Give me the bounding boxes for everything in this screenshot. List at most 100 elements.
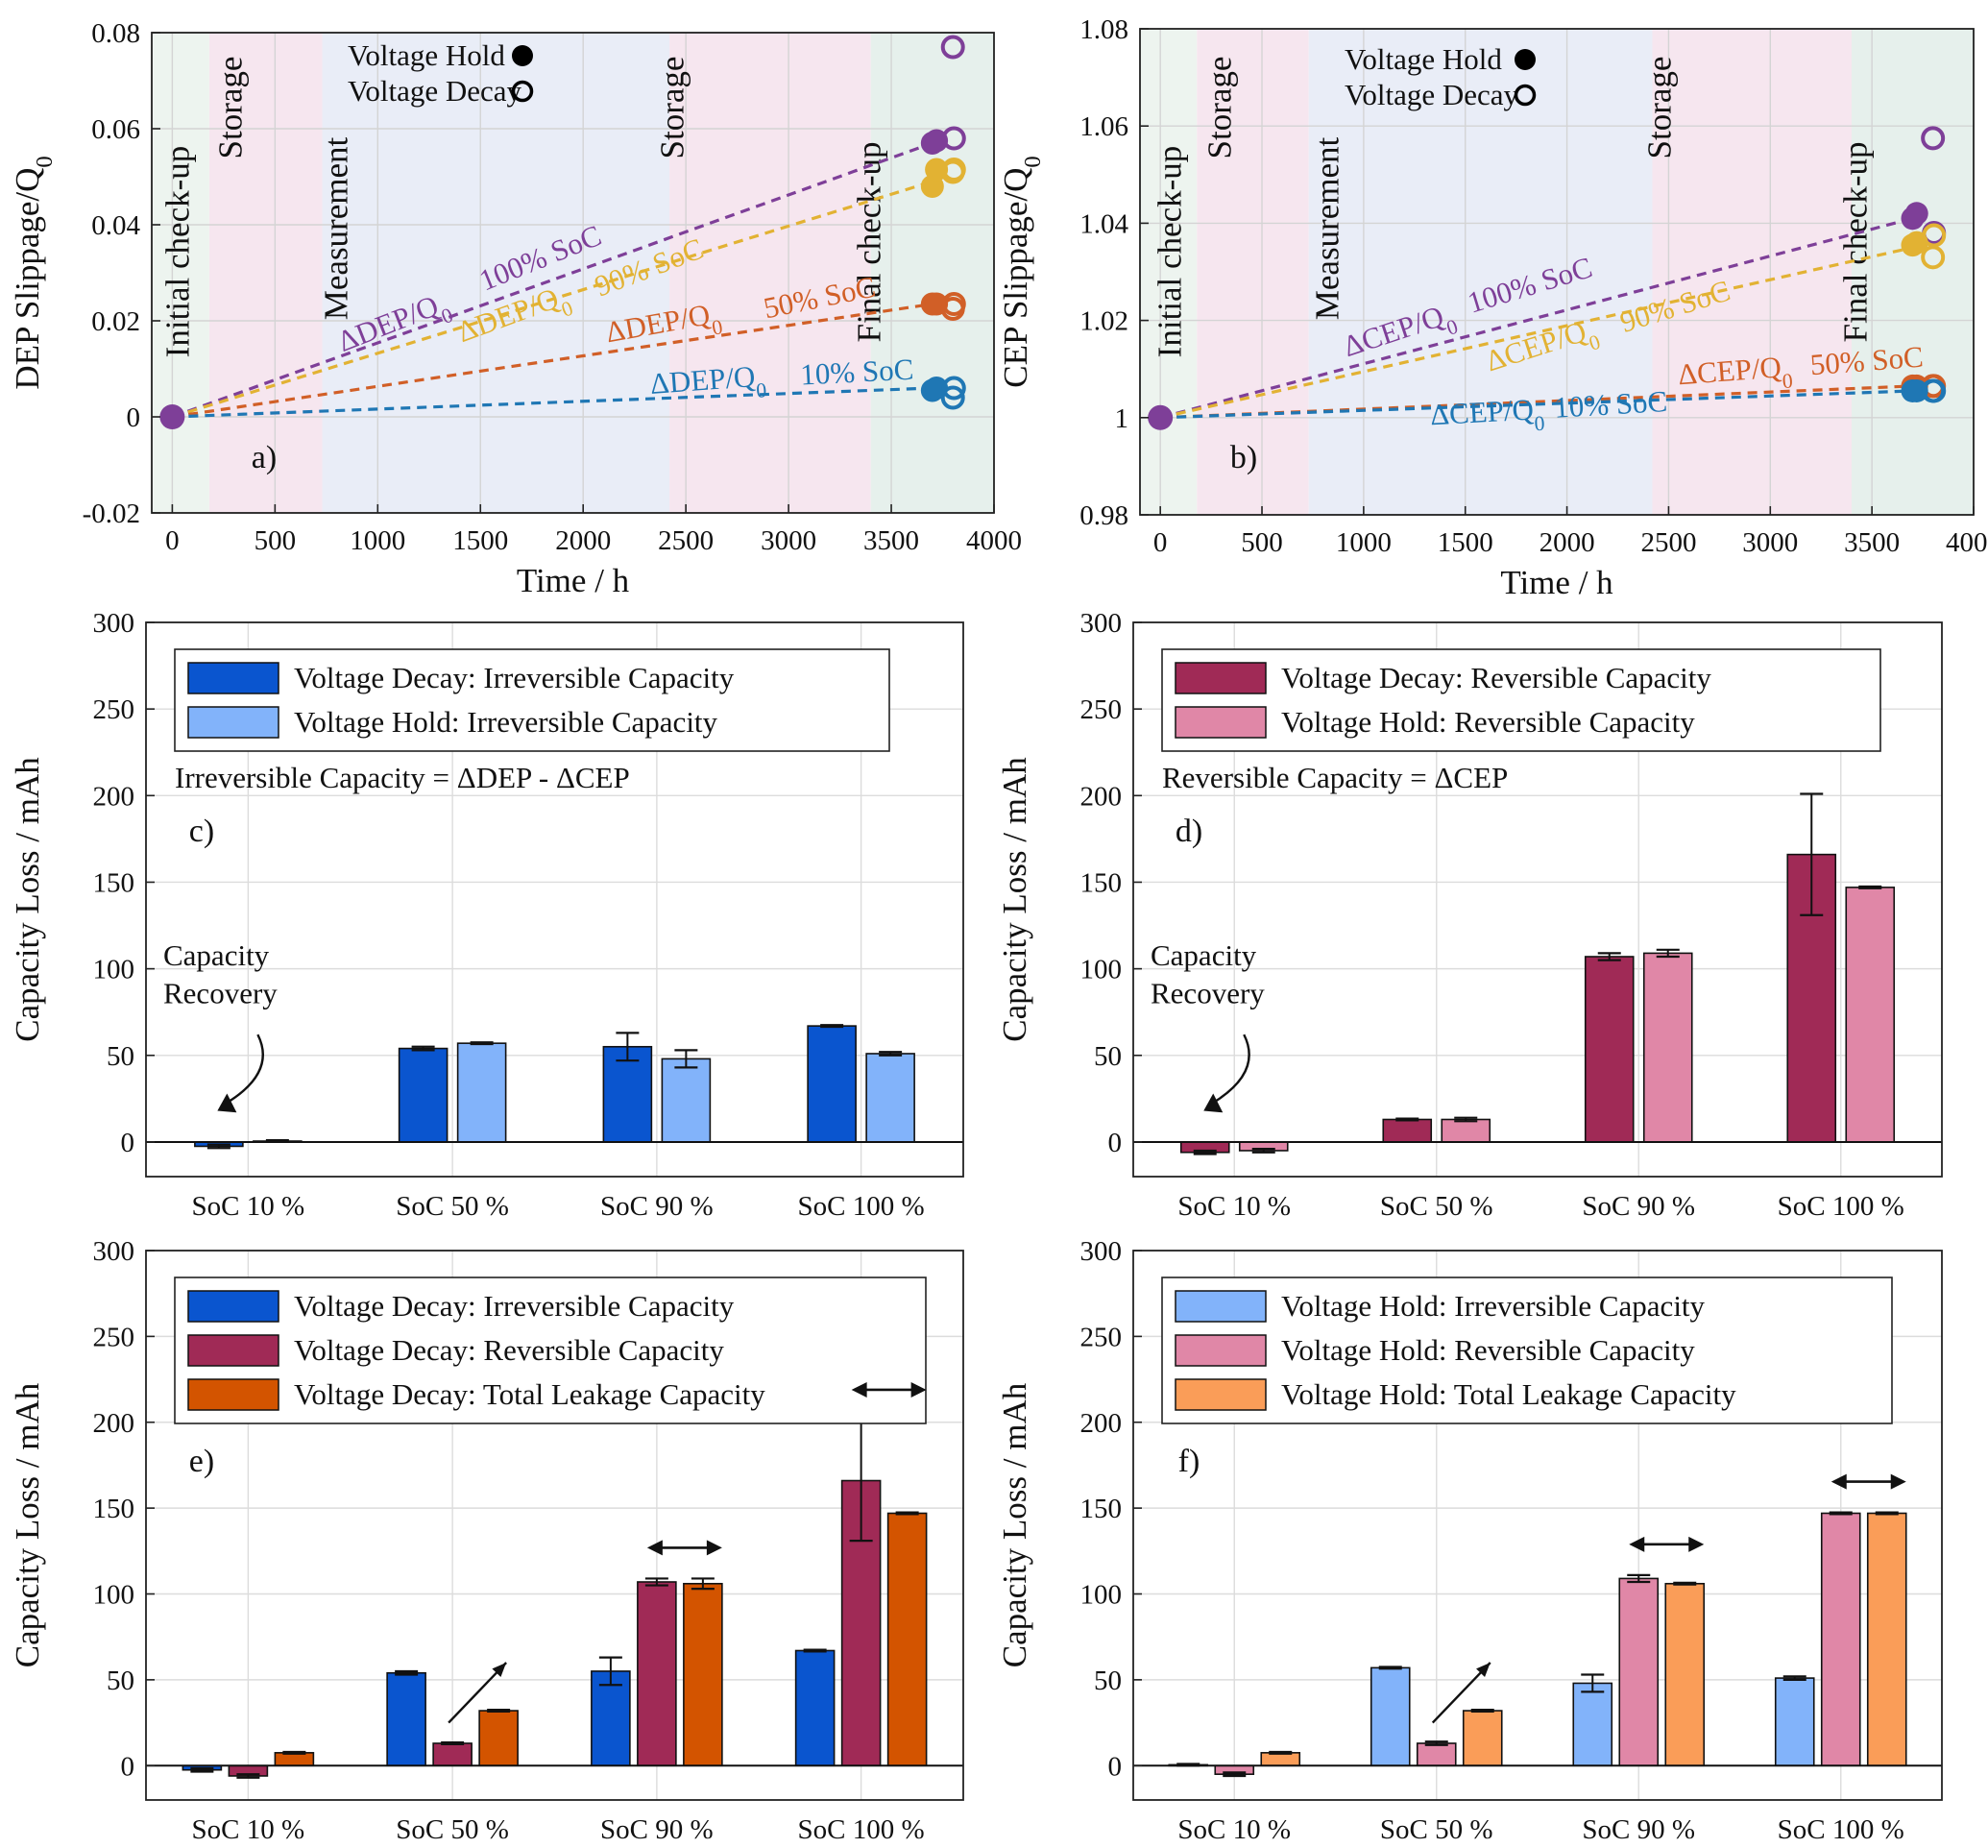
x-tick-label: 2000: [555, 525, 611, 556]
recovery-arrowhead: [1203, 1093, 1224, 1113]
y-tick-label: 200: [1080, 781, 1123, 812]
recovery-label: Recovery: [1151, 977, 1265, 1010]
y-tick-label: 50: [107, 1041, 134, 1072]
y-tick-label: 0: [1108, 1751, 1123, 1782]
x-tick-label: 2500: [658, 525, 714, 556]
y-tick-label: 0: [1108, 1128, 1123, 1158]
legend-label: Voltage Decay: Total Leakage Capacity: [294, 1377, 765, 1411]
category-label: SoC 100 %: [1778, 1814, 1904, 1845]
phase-label: Storage: [1201, 57, 1239, 159]
bar: [386, 1671, 426, 1767]
category-label: SoC 90 %: [600, 1191, 714, 1222]
phase-band: [208, 33, 323, 513]
bar: [1370, 1666, 1411, 1767]
y-tick-label: 150: [1080, 867, 1123, 898]
y-axis-label-sub: 0: [32, 156, 58, 167]
x-tick-label: 2000: [1539, 527, 1595, 558]
decay-marker: [940, 35, 965, 60]
bar: [1866, 1512, 1907, 1767]
trend-line: [172, 302, 933, 419]
panel-a: Initial check-up Storage Measurement Storag…: [9, 18, 1022, 599]
series-delta-label-sub: 0: [710, 315, 724, 340]
legend-marker-filled: [512, 45, 533, 66]
phase-band: [152, 33, 209, 513]
series-delta-label: ΔCEP/Q0: [1429, 392, 1545, 442]
bar: [274, 1752, 315, 1767]
axes-frame: [1132, 1250, 1943, 1801]
phase-band: [1308, 29, 1653, 515]
phase-band: [1652, 29, 1852, 515]
series-delta-label: ΔCEP/Q0: [1677, 349, 1794, 401]
double-arrowhead: [851, 1381, 867, 1398]
formula-annotation: Reversible Capacity = ΔCEP: [1162, 761, 1508, 794]
x-tick-label: 3000: [761, 525, 816, 556]
decay-marker: [941, 292, 966, 316]
y-tick-label: 100: [93, 955, 135, 985]
y-axis-label: Capacity Loss / mAh: [9, 757, 46, 1042]
decay-marker: [941, 376, 966, 401]
bar: [1774, 1677, 1815, 1767]
bar: [1618, 1577, 1660, 1767]
legend-box: [174, 1277, 927, 1424]
legend-swatch: [187, 1378, 279, 1411]
y-tick-label: 100: [93, 1580, 135, 1611]
y-tick-label: 1.06: [1079, 111, 1128, 142]
y-tick-label: 0.04: [91, 210, 140, 241]
category-label: SoC 10 %: [1177, 1814, 1291, 1845]
phase-label: Final check-up: [851, 142, 888, 343]
y-axis-label-main: DEP Slippage/Q: [9, 168, 46, 390]
bar: [1572, 1682, 1613, 1767]
y-axis-label-sub: 0: [1020, 156, 1046, 167]
series-delta-label-main: ΔCEP/Q: [1429, 392, 1535, 431]
y-tick-label: 50: [107, 1666, 134, 1696]
category-label: SoC 10 %: [192, 1191, 305, 1222]
y-axis-label: Capacity Loss / mAh: [996, 757, 1033, 1042]
y-tick-label: 250: [93, 1322, 135, 1352]
phase-band: [322, 33, 670, 513]
series-delta-label-sub: 0: [1782, 369, 1794, 393]
legend-label: Voltage Hold: Irreversible Capacity: [294, 705, 718, 739]
bar: [1416, 1742, 1457, 1767]
trend-arrowhead: [1476, 1663, 1491, 1677]
bar: [1642, 952, 1693, 1143]
double-arrowhead: [706, 1540, 722, 1556]
y-tick-label: -0.02: [83, 498, 140, 529]
legend-marker-filled: [1515, 49, 1536, 70]
y-tick-label: 300: [93, 608, 135, 639]
y-tick-label: 250: [1080, 1322, 1123, 1352]
bar: [865, 1053, 915, 1143]
legend-label: Voltage Hold: Total Leakage Capacity: [1281, 1377, 1736, 1411]
series-soc-label: 50% SoC: [1809, 340, 1925, 382]
legend-swatch: [187, 662, 279, 694]
legend-swatch: [187, 1334, 279, 1367]
bar: [794, 1649, 836, 1767]
axes-frame: [1139, 28, 1975, 516]
trend-arrowhead: [492, 1663, 507, 1677]
series-delta-label-sub: 0: [755, 378, 767, 402]
y-tick-label: 150: [93, 1494, 135, 1524]
legend-box: [1161, 1277, 1893, 1424]
legend-label: Voltage Hold: [348, 38, 505, 72]
bar: [1664, 1582, 1706, 1767]
category-label: SoC 90 %: [600, 1814, 714, 1845]
y-axis-label: CEP Slippage/Q0: [997, 156, 1046, 387]
panel-e: 0 50 100 150 200 250 300 SoC 10 % SoC 50 % SoC 90…: [9, 1236, 964, 1845]
decay-marker: [940, 385, 965, 410]
hold-marker: [925, 129, 949, 153]
category-label: SoC 10 %: [192, 1814, 305, 1845]
panel-c: 0 50 100 150 200 250 300 SoC 10 % SoC 50 % SoC 90…: [9, 608, 964, 1222]
legend-label: Voltage Hold: [1345, 42, 1502, 76]
phase-band: [870, 33, 994, 513]
y-tick-label: 250: [93, 694, 135, 725]
recovery-label: Capacity: [163, 938, 270, 972]
legend-swatch: [1175, 1378, 1267, 1411]
phase-label: Final check-up: [1837, 142, 1875, 343]
series-delta-label-sub: 0: [1534, 412, 1545, 436]
y-tick-label: 200: [93, 1408, 135, 1439]
panel-f: 0 50 100 150 200 250 300 SoC 10 % SoC 50 % SoC 90…: [996, 1236, 1943, 1845]
category-label: SoC 90 %: [1582, 1814, 1695, 1845]
bar: [661, 1058, 712, 1143]
axes-frame: [145, 1250, 964, 1801]
phase-band: [1140, 29, 1198, 515]
series-delta-label-main: ΔDEP/Q: [649, 359, 757, 401]
